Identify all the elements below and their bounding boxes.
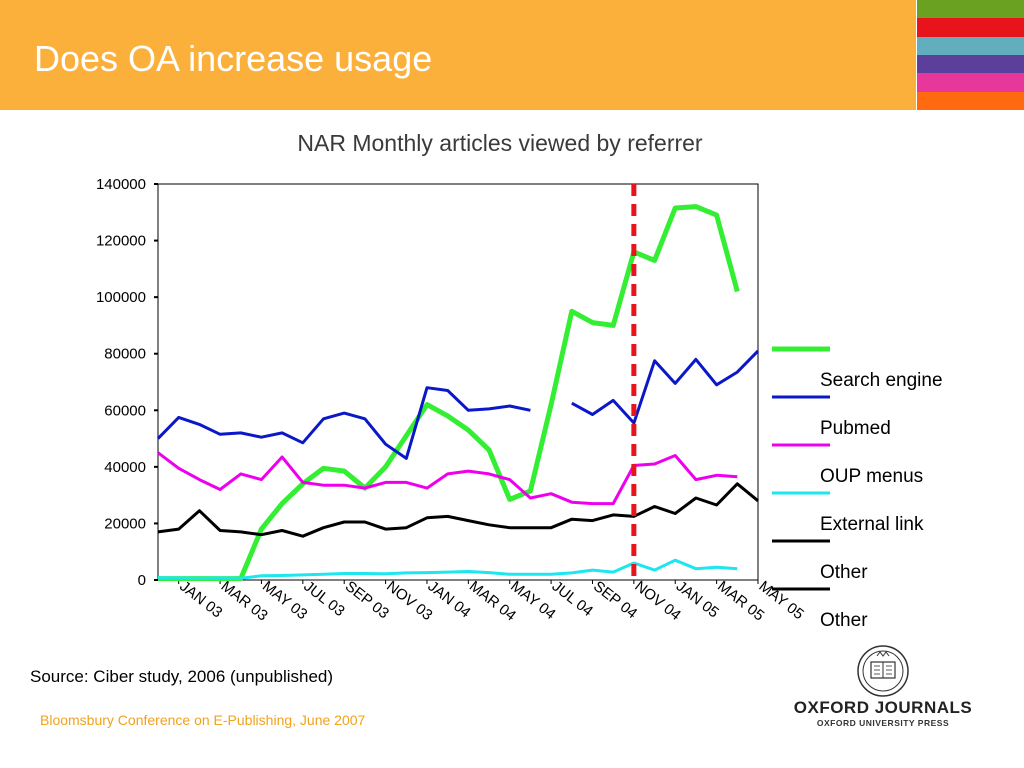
title-bar: Does OA increase usage xyxy=(0,0,916,110)
color-stripe xyxy=(917,91,1024,110)
x-tick-label: NOV 04 xyxy=(631,578,684,624)
x-tick-label: JAN 03 xyxy=(176,578,225,622)
y-tick-label: 0 xyxy=(138,572,146,589)
x-tick-label: SEP 04 xyxy=(590,578,640,623)
series-line-search-engine xyxy=(158,204,740,582)
series-line-pubmed xyxy=(156,349,760,460)
color-stripe xyxy=(917,0,1024,19)
series-line-oup-menus xyxy=(157,451,738,506)
y-tick-label: 120000 xyxy=(96,233,146,250)
source-note: Source: Ciber study, 2006 (unpublished) xyxy=(30,667,334,686)
y-tick-label: 60000 xyxy=(104,402,146,419)
slide-title: Does OA increase usage xyxy=(34,38,433,79)
oxford-journals-logo: OXFORD JOURNALS OXFORD UNIVERSITY PRESS xyxy=(778,642,988,732)
color-stripes xyxy=(916,0,1024,110)
x-tick-label: JUL 03 xyxy=(300,578,347,620)
color-stripe xyxy=(917,54,1024,74)
series-line-external-link xyxy=(157,558,738,580)
y-tick-label: 140000 xyxy=(96,176,146,193)
footer-text: Bloomsbury Conference on E-Publishing, J… xyxy=(40,712,366,728)
legend-label: OUP menus xyxy=(820,466,923,487)
y-axis: 0 20000 40000 60000 80000 100000 120000 140000 xyxy=(96,176,158,589)
y-tick-label: 40000 xyxy=(104,459,146,476)
line-chart: 020000400006000080000100000120000140000 … xyxy=(96,176,943,631)
series-line-other xyxy=(157,482,759,538)
color-stripe xyxy=(917,73,1024,92)
legend-label: Pubmed xyxy=(820,418,891,439)
logo-wordmark: OXFORD JOURNALS xyxy=(793,698,973,717)
x-tick-label: SEP 03 xyxy=(342,578,392,623)
chart-series xyxy=(156,204,760,582)
chart-title: NAR Monthly articles viewed by referrer xyxy=(297,130,703,156)
color-stripe xyxy=(917,18,1024,37)
y-tick-label: 100000 xyxy=(96,289,146,306)
color-stripe xyxy=(917,36,1024,55)
legend-label: Other xyxy=(820,610,868,631)
legend-label: External link xyxy=(820,514,924,535)
oxford-crest-icon xyxy=(857,645,909,697)
y-tick-label: 80000 xyxy=(104,346,146,363)
x-tick-label: NOV 03 xyxy=(383,578,436,624)
logo-subtitle: OXFORD UNIVERSITY PRESS xyxy=(816,718,950,728)
legend-label: Search engine xyxy=(820,370,943,391)
plot-area-frame xyxy=(157,183,759,581)
x-tick-label: JUL 04 xyxy=(549,578,596,620)
x-tick-label: MAY 03 xyxy=(259,578,310,623)
y-tick-label: 20000 xyxy=(104,515,146,532)
legend-label: Other xyxy=(820,562,868,583)
x-tick-label: MAY 05 xyxy=(756,578,807,623)
chart-legend: Search engine Pubmed OUP menus External lin… xyxy=(772,346,943,631)
